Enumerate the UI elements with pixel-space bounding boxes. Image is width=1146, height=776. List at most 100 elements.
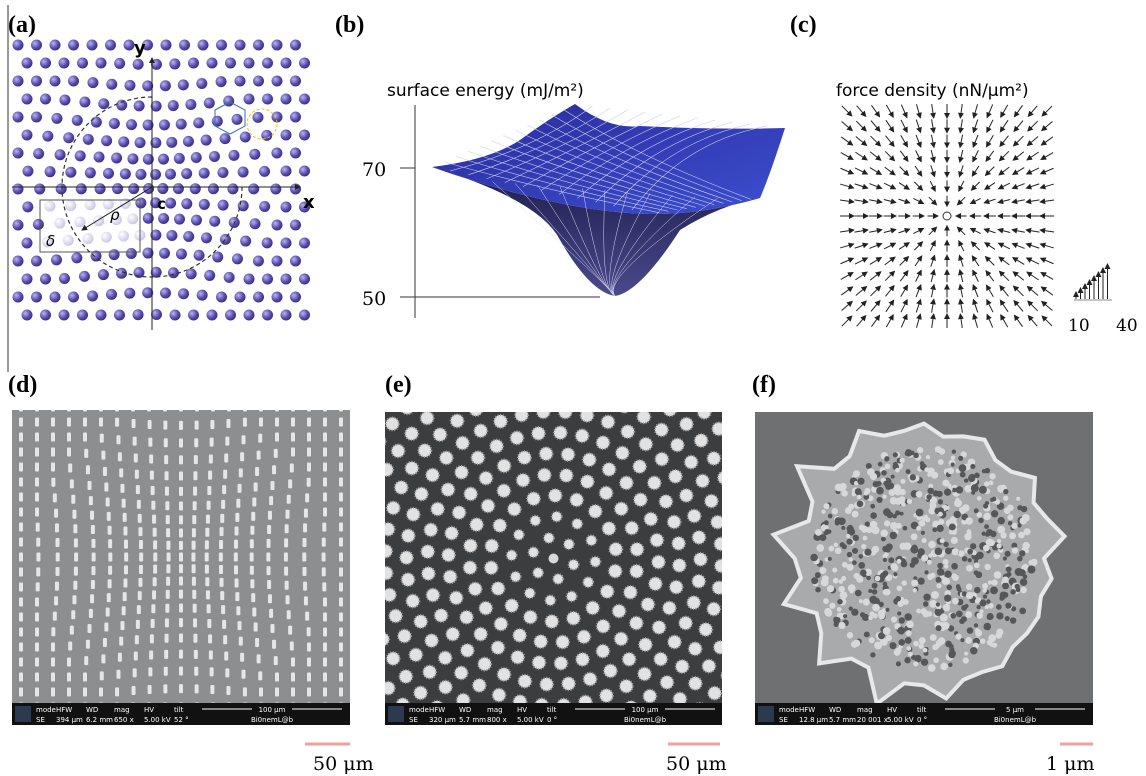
grain [902, 580, 907, 585]
pillar [90, 511, 94, 520]
grain [997, 517, 1005, 525]
grain [976, 552, 983, 559]
dot [446, 628, 459, 641]
pillar [267, 566, 271, 575]
dot [474, 424, 487, 437]
dot [529, 322, 542, 335]
pillar [3, 598, 7, 607]
dot [562, 677, 575, 690]
pillar [165, 487, 169, 496]
grain [857, 478, 864, 485]
pillar [104, 622, 108, 631]
force-arrow [1012, 184, 1024, 189]
force-arrow [1013, 258, 1024, 265]
dot [386, 417, 399, 430]
pillar [139, 540, 143, 549]
force-arrow [1012, 244, 1024, 249]
pillar [307, 688, 311, 697]
grain [936, 577, 942, 583]
dot [569, 560, 579, 570]
dot [511, 759, 524, 772]
dot [449, 738, 462, 751]
pillar [240, 452, 244, 461]
dot [389, 609, 402, 622]
grain [943, 604, 951, 612]
dot [575, 739, 588, 752]
dot [601, 415, 614, 428]
pillar [72, 595, 76, 604]
dot [485, 539, 498, 552]
grain [821, 510, 825, 514]
dot [718, 471, 731, 484]
dot [567, 612, 580, 625]
dot [435, 609, 448, 622]
pillar [238, 621, 242, 630]
grain [863, 536, 868, 541]
dot [434, 428, 447, 441]
force-arrow [1000, 300, 1008, 312]
force-arrow [932, 299, 934, 312]
grain [1012, 547, 1018, 553]
grain [852, 560, 857, 565]
pillar [207, 486, 211, 495]
atom [197, 290, 208, 301]
force-arrow [971, 228, 981, 233]
pillar [115, 687, 119, 696]
pillar [355, 418, 359, 427]
dot [382, 523, 395, 536]
atom [272, 220, 283, 231]
pillar [166, 564, 170, 573]
pillar [234, 553, 238, 562]
pillar [270, 624, 274, 633]
grain [996, 604, 1002, 610]
force-arrow [1026, 244, 1039, 248]
pillar [148, 685, 152, 694]
pillar [355, 628, 359, 637]
pillar [163, 421, 167, 430]
grain [944, 489, 951, 496]
pillar [192, 564, 196, 573]
pillar [3, 448, 7, 457]
pillar [288, 626, 292, 635]
dot [556, 636, 569, 649]
pillar [179, 667, 183, 676]
force-arrow [857, 106, 866, 117]
grain [940, 614, 948, 622]
atom [106, 289, 117, 300]
atom [253, 76, 264, 87]
dot [572, 519, 582, 529]
grain [993, 552, 1000, 559]
atom [91, 117, 102, 128]
dot [623, 653, 636, 666]
grain [878, 613, 885, 620]
pillar [51, 673, 55, 682]
pillar [355, 523, 359, 532]
pillar [255, 467, 259, 476]
force-arrow [1026, 184, 1039, 188]
info-value: 0 ° [547, 716, 557, 724]
atom [272, 256, 283, 267]
dot [705, 495, 718, 508]
pillar [323, 433, 327, 442]
pillar [51, 388, 55, 397]
grain [832, 568, 837, 573]
atom [157, 183, 168, 194]
dot [643, 690, 656, 703]
force-arrow [1041, 168, 1054, 174]
atom [244, 274, 255, 285]
force-arrow [1026, 200, 1039, 202]
force-arrow [914, 182, 922, 190]
dot [573, 322, 586, 335]
grain [890, 563, 897, 570]
pillar [53, 612, 57, 621]
force-arrow [856, 121, 866, 131]
dot [562, 448, 575, 461]
pillar [166, 528, 170, 537]
pillar [166, 515, 170, 524]
pillar [339, 493, 343, 502]
atom [290, 112, 301, 123]
atom [74, 216, 85, 227]
force-arrow [840, 230, 854, 232]
pillar [251, 512, 255, 521]
info-header: HV [144, 706, 154, 714]
